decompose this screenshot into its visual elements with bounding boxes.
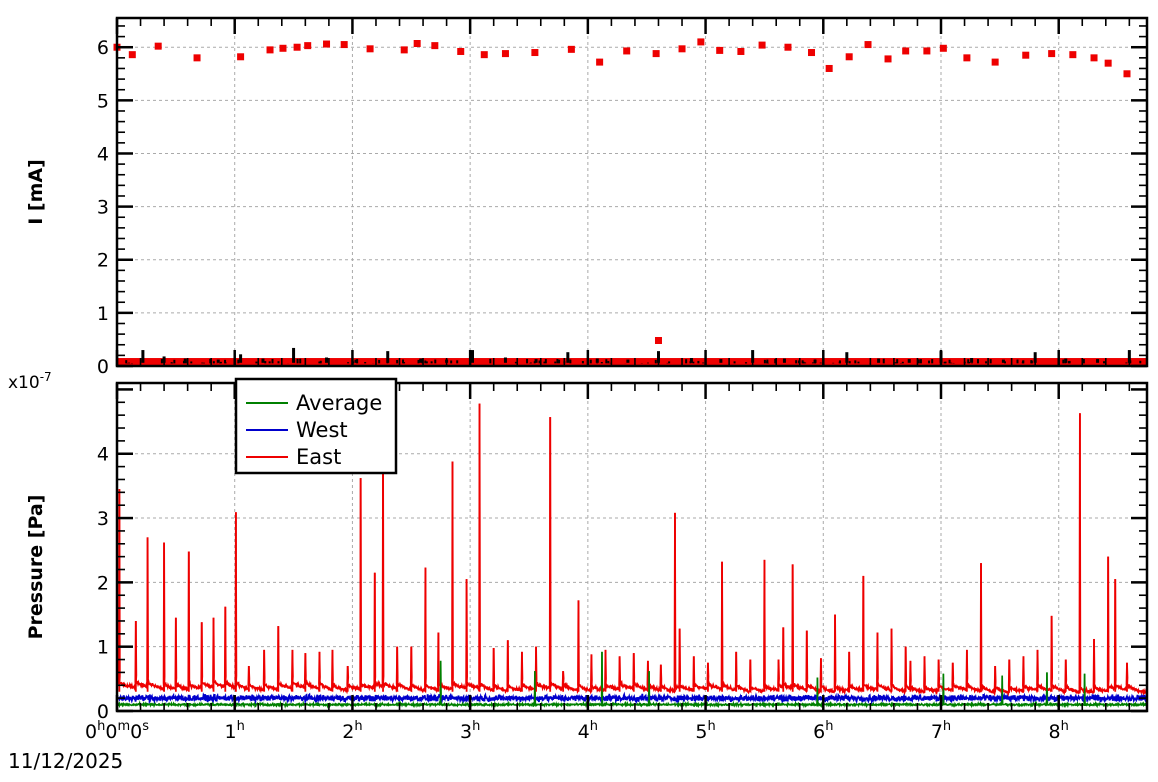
y-tick-label: 4 (97, 444, 109, 466)
y-tick-label: 0 (97, 701, 109, 723)
x-tick-label: 5h (695, 719, 715, 743)
y-axis-title-current: I [mA] (25, 159, 47, 225)
x-tick-label: 8h (1049, 719, 1069, 743)
y-tick-label: 1 (97, 303, 109, 325)
y-tick-label: 1 (97, 637, 109, 659)
svg-text:1h: 1h (225, 719, 245, 743)
svg-text:5h: 5h (695, 719, 715, 743)
legend-label: West (296, 418, 348, 442)
y-tick-label: 5 (97, 90, 109, 112)
date-label: 11/12/2025 (8, 749, 123, 773)
y-tick-label: 3 (97, 508, 109, 530)
svg-text:7h: 7h (931, 719, 951, 743)
legend-entry[interactable]: East (246, 445, 341, 469)
x-tick-label: 0h0m0s (85, 719, 149, 743)
x-tick-label: 2h (342, 719, 362, 743)
x-tick-label: 4h (578, 719, 598, 743)
svg-text:8h: 8h (1049, 719, 1069, 743)
svg-text:2h: 2h (342, 719, 362, 743)
legend-label: Average (296, 391, 382, 415)
current-panel (113, 16, 1149, 368)
y-tick-label: 3 (97, 197, 109, 219)
y-tick-label: 4 (97, 143, 109, 165)
y-axis-title-pressure: Pressure [Pa] (25, 495, 47, 640)
y-tick-label: 0 (97, 356, 109, 378)
legend-entry[interactable]: West (246, 418, 348, 442)
legend[interactable]: Average West East (234, 377, 398, 475)
x-tick-label: 1h (225, 719, 245, 743)
legend-label: East (296, 445, 341, 469)
y-tick-label: 2 (97, 250, 109, 272)
pressure-panel (115, 381, 1149, 713)
x-tick-label: 3h (460, 719, 480, 743)
x-tick-label: 7h (931, 719, 951, 743)
labels-layer: 0 1 2 3 4 5 6 0 1 2 3 4 0h0m0s 1h 2h 3h 4h 5h 6h 7h 8h I [mA]… (8, 37, 1069, 743)
svg-text:3h: 3h (460, 719, 480, 743)
legend-entry[interactable]: Average (246, 391, 382, 415)
svg-text:0h0m0s: 0h0m0s (85, 719, 149, 743)
svg-text:4h: 4h (578, 719, 598, 743)
svg-text:6h: 6h (813, 719, 833, 743)
y-axis-exponent: x10-7 (8, 370, 52, 393)
y-tick-label: 2 (97, 572, 109, 594)
y-tick-label: 6 (97, 37, 109, 59)
x-tick-label: 6h (813, 719, 833, 743)
